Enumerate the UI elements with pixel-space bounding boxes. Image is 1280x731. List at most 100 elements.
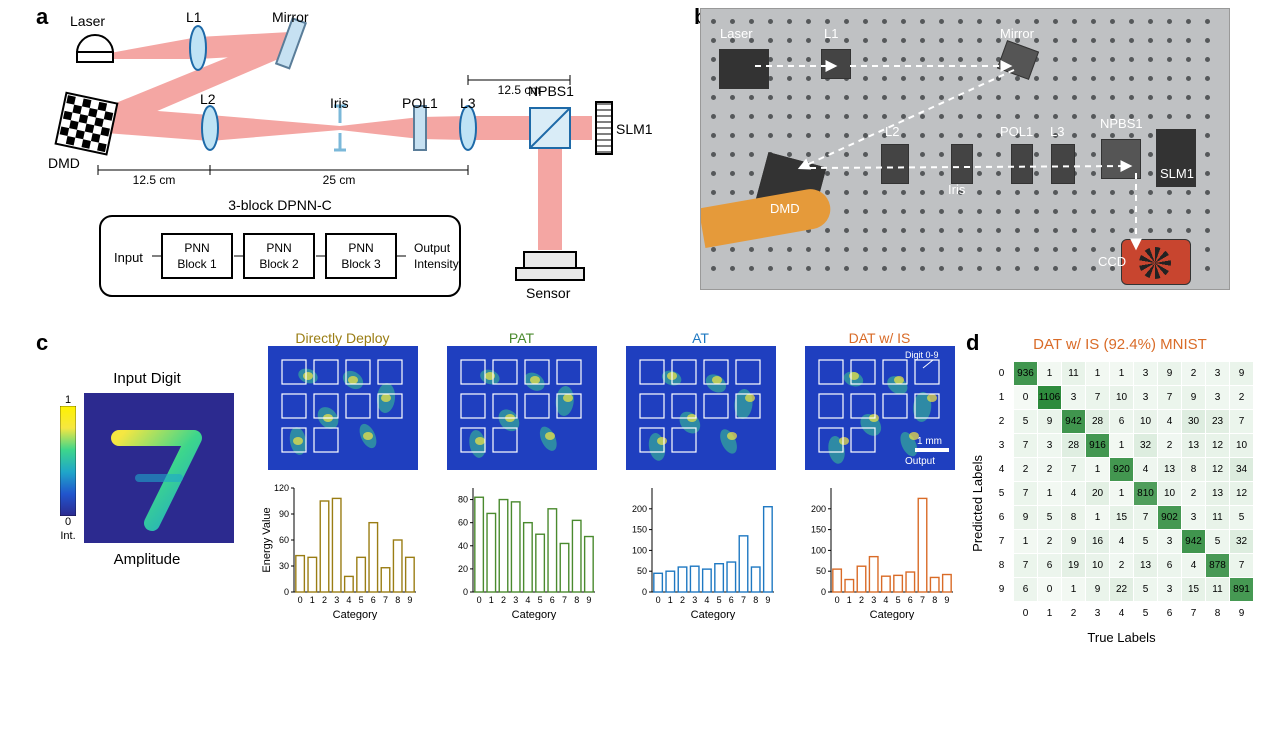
svg-text:3: 3 bbox=[513, 595, 518, 605]
col-tick: 3 bbox=[1086, 602, 1110, 626]
confusion-cell: 30 bbox=[1182, 410, 1206, 434]
confusion-cell: 15 bbox=[1110, 506, 1134, 530]
confusion-cell: 32 bbox=[1134, 434, 1158, 458]
svg-text:60: 60 bbox=[458, 518, 468, 528]
confusion-cell: 28 bbox=[1062, 434, 1086, 458]
svg-text:DMD: DMD bbox=[48, 155, 80, 171]
colorbar-max: 1 bbox=[65, 394, 71, 406]
svg-text:8: 8 bbox=[932, 595, 937, 605]
svg-text:100: 100 bbox=[632, 545, 647, 555]
colorbar bbox=[60, 406, 76, 516]
confusion-cell: 878 bbox=[1206, 554, 1230, 578]
confusion-cell: 7 bbox=[1230, 410, 1254, 434]
method-title: PAT bbox=[509, 330, 534, 346]
confusion-cell: 2 bbox=[1038, 458, 1062, 482]
confusion-cell: 7 bbox=[1086, 386, 1110, 410]
output-heatmap bbox=[447, 346, 597, 470]
confusion-cell: 7 bbox=[1062, 458, 1086, 482]
svg-text:6: 6 bbox=[371, 595, 376, 605]
confusion-cell: 19 bbox=[1062, 554, 1086, 578]
col-tick: 7 bbox=[1182, 602, 1206, 626]
row-tick: 3 bbox=[990, 434, 1014, 458]
svg-text:4: 4 bbox=[525, 595, 530, 605]
panel-c-results: Input Digit 1 0 Int. Amplitude Directly … bbox=[40, 330, 960, 720]
method-col-3: DAT w/ ISDigit 0-9Output1 mm050100150200… bbox=[797, 330, 962, 620]
svg-text:7: 7 bbox=[562, 595, 567, 605]
svg-text:PNN: PNN bbox=[348, 241, 373, 255]
svg-text:Output: Output bbox=[905, 456, 935, 467]
output-heatmap bbox=[268, 346, 418, 470]
svg-text:90: 90 bbox=[279, 509, 289, 519]
confusion-cell: 28 bbox=[1086, 410, 1110, 434]
confusion-cell: 7 bbox=[1014, 482, 1038, 506]
confusion-cell: 6 bbox=[1038, 554, 1062, 578]
amplitude-caption: Amplitude bbox=[60, 551, 234, 568]
svg-text:Mirror: Mirror bbox=[272, 9, 309, 25]
svg-text:1: 1 bbox=[310, 595, 315, 605]
svg-text:Category: Category bbox=[870, 609, 915, 620]
svg-text:Intensity: Intensity bbox=[414, 257, 459, 271]
row-tick: 1 bbox=[990, 386, 1014, 410]
confusion-cell: 9 bbox=[1038, 410, 1062, 434]
confusion-cell: 1 bbox=[1062, 578, 1086, 602]
col-tick: 9 bbox=[1230, 602, 1254, 626]
confusion-cell: 4 bbox=[1134, 458, 1158, 482]
svg-text:7: 7 bbox=[741, 595, 746, 605]
confusion-cell: 0 bbox=[1014, 386, 1038, 410]
method-title: DAT w/ IS bbox=[849, 330, 911, 346]
confusion-cell: 5 bbox=[1230, 506, 1254, 530]
method-col-2: AT0501001502000123456789Category bbox=[618, 330, 783, 620]
confusion-cell: 5 bbox=[1038, 506, 1062, 530]
svg-text:25 cm: 25 cm bbox=[323, 173, 356, 187]
confusion-cell: 7 bbox=[1014, 434, 1038, 458]
confusion-cell: 2 bbox=[1110, 554, 1134, 578]
method-title: AT bbox=[692, 330, 709, 346]
col-tick: 6 bbox=[1158, 602, 1182, 626]
svg-text:Block 1: Block 1 bbox=[177, 257, 217, 271]
confusion-cell: 11 bbox=[1062, 362, 1086, 386]
svg-text:4: 4 bbox=[883, 595, 888, 605]
method-col-0: Directly Deploy03060901200123456789Categ… bbox=[260, 330, 425, 620]
confusion-cell: 4 bbox=[1110, 530, 1134, 554]
confusion-cell: 4 bbox=[1182, 554, 1206, 578]
confusion-cell: 6 bbox=[1110, 410, 1134, 434]
svg-text:50: 50 bbox=[637, 566, 647, 576]
confusion-cell: 13 bbox=[1134, 554, 1158, 578]
panel-d-confusion: DAT w/ IS (92.4%) MNIST Predicted Labels… bbox=[970, 330, 1270, 720]
confusion-cell: 916 bbox=[1086, 434, 1110, 458]
confusion-cell: 7 bbox=[1014, 554, 1038, 578]
confusion-cell: 32 bbox=[1230, 530, 1254, 554]
svg-text:Category: Category bbox=[333, 609, 378, 620]
output-heatmap: Digit 0-9Output1 mm bbox=[805, 346, 955, 470]
confusion-cell: 4 bbox=[1158, 410, 1182, 434]
confusion-cell: 3 bbox=[1158, 530, 1182, 554]
confusion-cell: 2 bbox=[1014, 458, 1038, 482]
confusion-cell: 8 bbox=[1182, 458, 1206, 482]
row-tick: 2 bbox=[990, 410, 1014, 434]
svg-text:L1: L1 bbox=[186, 9, 202, 25]
svg-text:0: 0 bbox=[477, 595, 482, 605]
confusion-cell: 7 bbox=[1158, 386, 1182, 410]
panel-b-photo: LaserL1MirrorDMDL2IrisPOL1L3NPBS1SLM1CCD bbox=[700, 8, 1240, 308]
confusion-cell: 20 bbox=[1086, 482, 1110, 506]
confusion-cell: 5 bbox=[1134, 530, 1158, 554]
svg-text:9: 9 bbox=[407, 595, 412, 605]
energy-bar-chart: 0501001502000123456789Category bbox=[618, 470, 783, 620]
confusion-cell: 12 bbox=[1206, 458, 1230, 482]
breadboard-photo bbox=[700, 8, 1230, 290]
confusion-cell: 5 bbox=[1134, 578, 1158, 602]
confusion-cell: 12 bbox=[1206, 434, 1230, 458]
svg-text:4: 4 bbox=[346, 595, 351, 605]
svg-text:L3: L3 bbox=[460, 95, 476, 111]
confusion-cell: 10 bbox=[1086, 554, 1110, 578]
svg-text:4: 4 bbox=[704, 595, 709, 605]
col-tick: 0 bbox=[1014, 602, 1038, 626]
svg-text:150: 150 bbox=[632, 525, 647, 535]
svg-text:PNN: PNN bbox=[266, 241, 291, 255]
col-tick: 2 bbox=[1062, 602, 1086, 626]
svg-text:0: 0 bbox=[463, 587, 468, 597]
svg-text:200: 200 bbox=[811, 504, 826, 514]
confusion-cell: 9 bbox=[1230, 362, 1254, 386]
svg-text:Digit 0-9: Digit 0-9 bbox=[905, 350, 939, 360]
svg-text:5: 5 bbox=[896, 595, 901, 605]
